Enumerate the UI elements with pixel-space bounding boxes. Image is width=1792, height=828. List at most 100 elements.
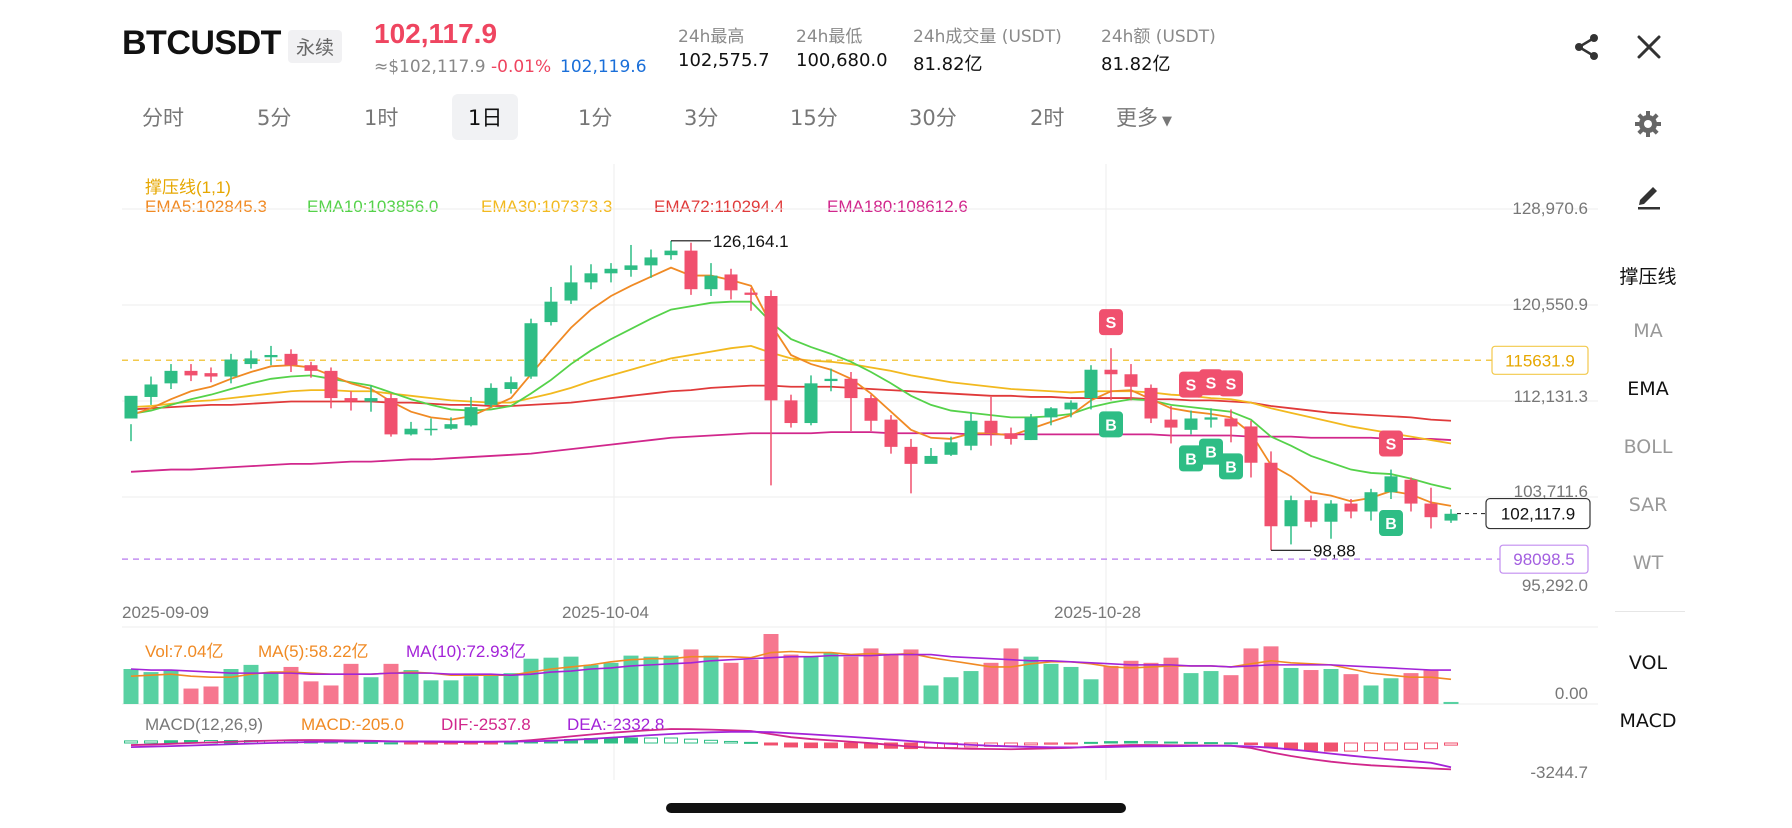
candle-body (144, 384, 158, 397)
indicator-panel (1598, 164, 1698, 614)
legend-ema5: EMA5:102845.3 (145, 197, 267, 216)
tab-interval-5m[interactable]: 5分 (257, 106, 292, 130)
candle-body (884, 419, 898, 447)
macd-histogram-bar (784, 742, 798, 748)
tab-interval-30m[interactable]: 30分 (909, 106, 957, 130)
volume-bar (543, 657, 559, 704)
macd-histogram-bar (1364, 742, 1378, 752)
stat-volume-value: 81.82亿 (913, 54, 983, 75)
y-tick-4: 95,292.0 (1522, 576, 1588, 595)
candle-body (624, 265, 638, 270)
tab-more[interactable]: 更多 ▼ (1116, 102, 1172, 132)
volume-bar (1243, 648, 1259, 704)
candle-body (984, 420, 998, 434)
candle-body (404, 428, 418, 435)
draw-pen-icon[interactable] (1634, 180, 1664, 210)
candle-body (524, 323, 538, 377)
volume-bar (123, 669, 139, 704)
tab-interval-fenshi[interactable]: 分时 (142, 106, 184, 130)
stat-volume-label: 24h成交量 (USDT) (913, 27, 1062, 47)
candle-body (1364, 492, 1378, 512)
side-item-ema[interactable]: EMA (1627, 378, 1669, 400)
tab-interval-1d[interactable]: 1日 (452, 94, 519, 140)
volume-bar (563, 656, 579, 704)
volume-bar (203, 686, 219, 704)
volume-bar (1203, 671, 1219, 704)
side-item-boll[interactable]: BOLL (1623, 436, 1673, 458)
macd-histogram-bar (364, 741, 378, 744)
candle-body (1304, 500, 1318, 522)
macd-histogram-bar (624, 737, 638, 744)
tab-interval-1m[interactable]: 1分 (578, 106, 613, 130)
home-indicator[interactable] (666, 803, 1126, 813)
perpetual-badge: 永续 (288, 30, 343, 63)
candle-body (1384, 476, 1398, 493)
candle-body (1044, 408, 1058, 418)
vol-axis-label: 0.00 (1555, 684, 1588, 703)
candle-body (1124, 374, 1138, 387)
macd-histogram-bar (1304, 742, 1318, 752)
volume-bar (1023, 656, 1039, 704)
legend-macd-value: MACD:-205.0 (301, 715, 404, 734)
volume-bar (843, 656, 859, 704)
stat-low-label: 24h最低 (796, 27, 863, 47)
tab-interval-1h[interactable]: 1时 (364, 106, 399, 130)
legend-macd-dif: DIF:-2537.8 (441, 715, 531, 734)
settings-gear-icon[interactable] (1634, 110, 1662, 138)
side-item-sar[interactable]: SAR (1628, 494, 1668, 516)
volume-bar (783, 654, 799, 704)
volume-bar (823, 652, 839, 704)
candle-body (224, 359, 238, 377)
macd-histogram-bar (1224, 742, 1238, 745)
side-item-vol[interactable]: VOL (1628, 652, 1668, 674)
signal-label: S (1386, 437, 1397, 454)
candle-body (384, 398, 398, 435)
macd-histogram-bar (384, 742, 398, 745)
high-marker-label: 126,164.1 (713, 232, 789, 251)
side-item-sr[interactable]: 撑压线 (1619, 266, 1677, 288)
volume-bar (183, 688, 199, 704)
close-icon[interactable] (1634, 32, 1664, 62)
macd-histogram-bar (804, 742, 818, 749)
legend-ema30: EMA30:107373.3 (481, 197, 613, 216)
macd-histogram-bar (684, 738, 698, 744)
volume-bar (1043, 663, 1059, 704)
side-item-wt[interactable]: WT (1632, 552, 1664, 574)
macd-histogram-bar (144, 740, 158, 744)
volume-bar (1123, 660, 1139, 704)
volume-bar (983, 662, 999, 704)
candle-body (564, 282, 578, 301)
macd-histogram-bar (1064, 742, 1078, 745)
y-tick-2: 112,131.3 (1514, 387, 1588, 406)
tab-interval-2h[interactable]: 2时 (1030, 106, 1065, 130)
macd-histogram-bar (824, 742, 838, 749)
side-item-macd[interactable]: MACD (1619, 710, 1677, 732)
stat-high-label: 24h最高 (678, 27, 745, 47)
volume-bar (763, 634, 779, 704)
volume-bar (263, 672, 279, 704)
share-icon[interactable] (1572, 32, 1602, 62)
symbol-title: BTCUSDT (122, 24, 281, 62)
candle-body (1104, 369, 1118, 375)
macd-histogram-bar (724, 740, 738, 744)
volume-bar (1303, 670, 1319, 704)
legend-macd-name: MACD(12,26,9) (145, 715, 264, 734)
support-tag-label: 98098.5 (1513, 550, 1574, 569)
volume-bar (1443, 701, 1459, 704)
volume-bar (643, 656, 659, 704)
side-item-ma[interactable]: MA (1633, 320, 1663, 342)
candle-body (864, 398, 878, 421)
support-tag (1499, 544, 1589, 574)
candle-body (344, 398, 358, 402)
macd-axis-label: -3244.7 (1530, 763, 1588, 782)
volume-bar (1083, 679, 1099, 704)
signal-badge-b (1199, 438, 1223, 465)
candle-body (684, 250, 698, 290)
tab-interval-3m[interactable]: 3分 (684, 106, 719, 130)
y-tick-1: 120,550.9 (1512, 295, 1588, 314)
volume-bar (1063, 666, 1079, 704)
volume-bar (1343, 674, 1359, 704)
volume-bar (923, 685, 939, 704)
tab-interval-15m[interactable]: 15分 (790, 106, 838, 130)
